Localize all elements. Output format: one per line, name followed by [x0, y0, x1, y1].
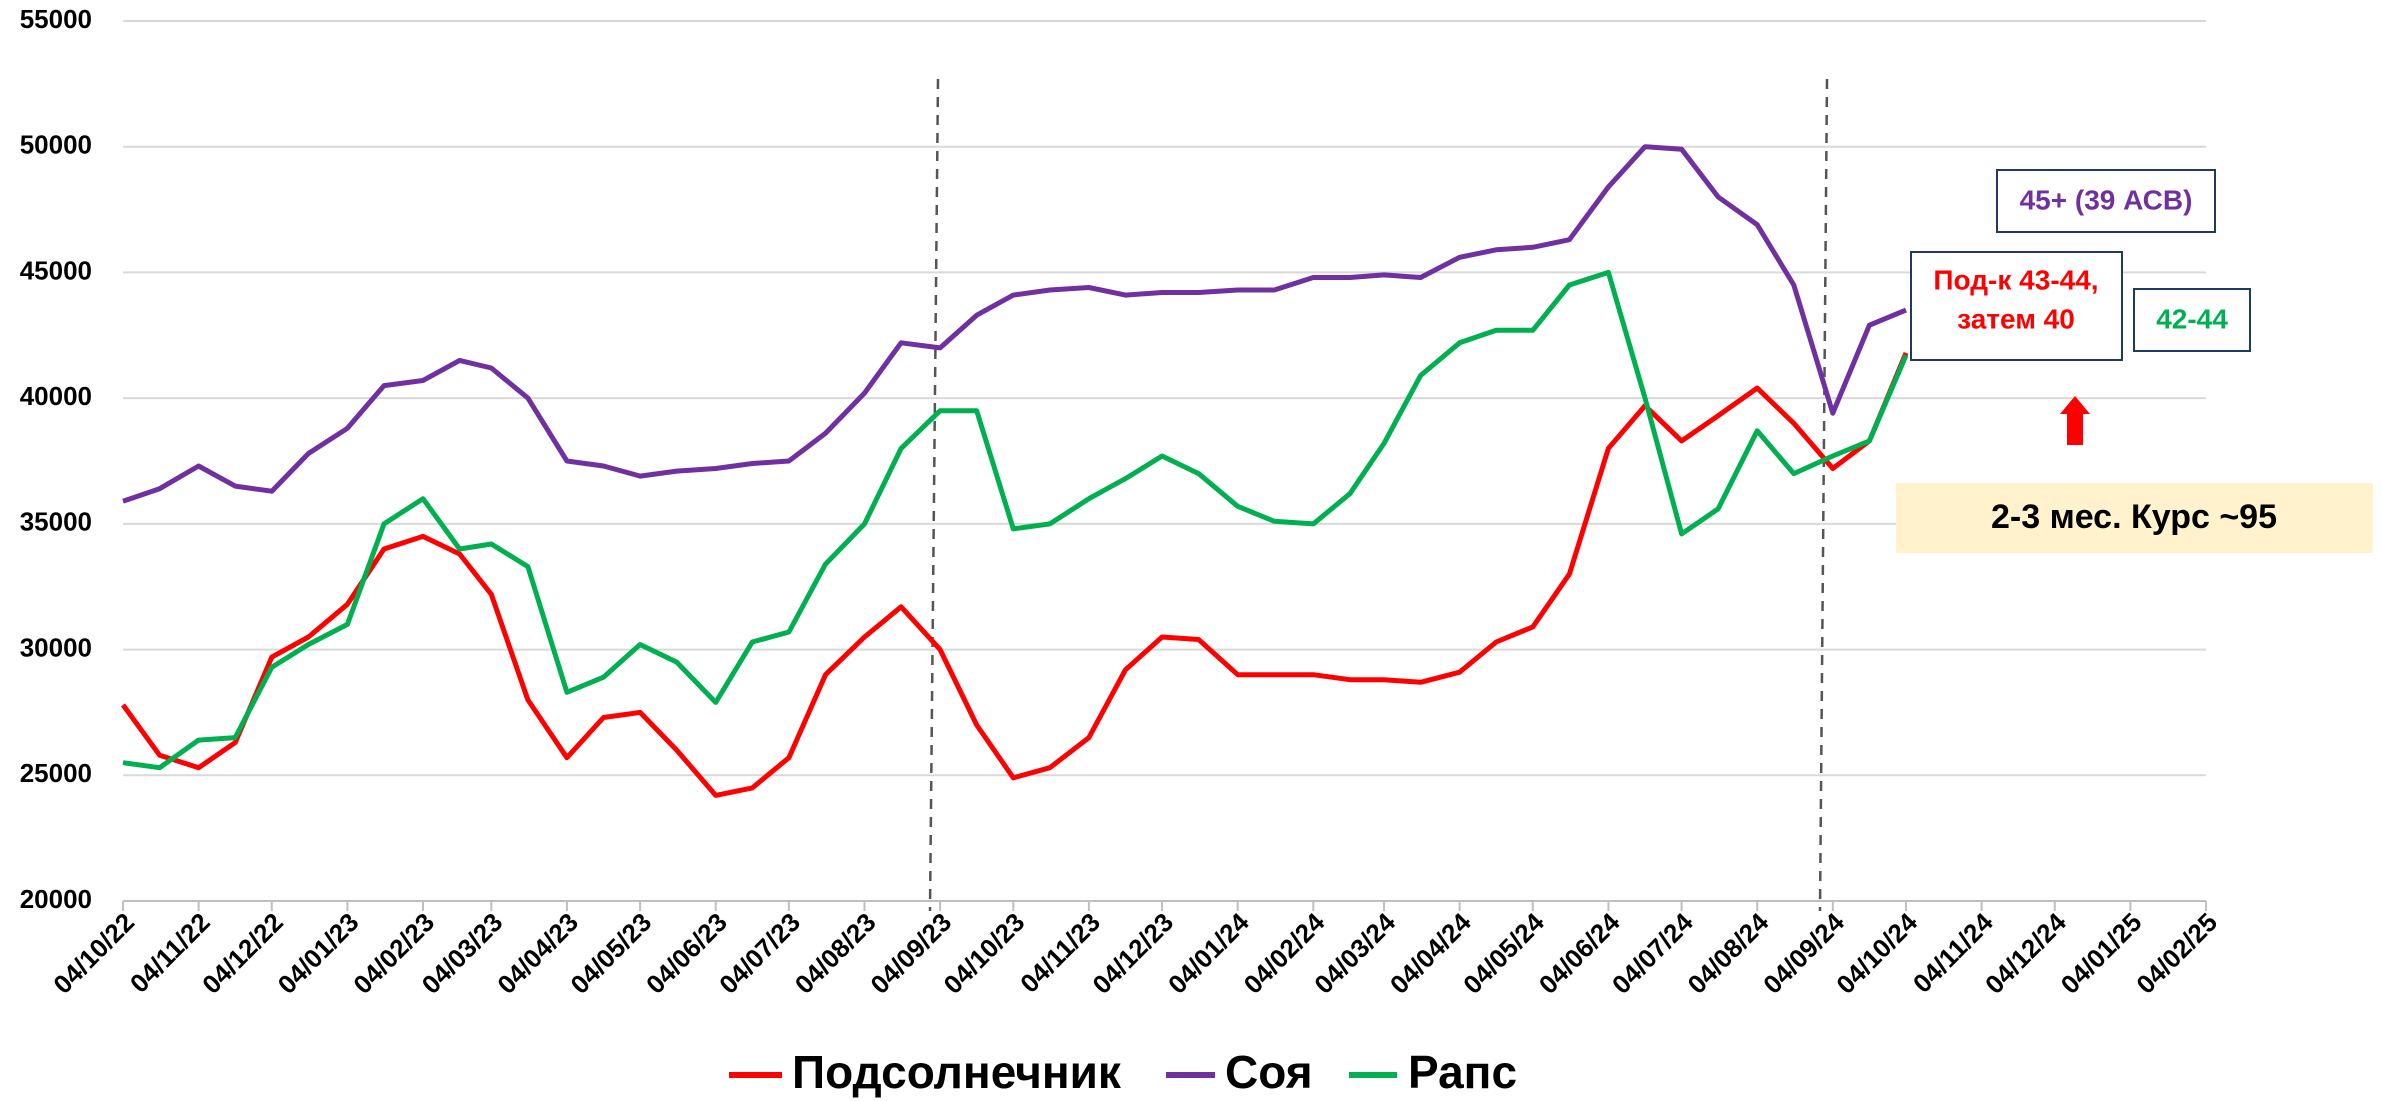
- y-tick-label: 50000: [20, 130, 92, 160]
- y-tick-label: 40000: [20, 381, 92, 411]
- annotation: 45+ (39 АСВ): [2020, 184, 2193, 215]
- legend-label: Соя: [1225, 1046, 1313, 1098]
- x-tick-label: 04/05/23: [564, 907, 657, 1000]
- x-tick-label: 04/02/25: [2130, 907, 2223, 1000]
- x-tick-label: 04/08/24: [1682, 907, 1775, 1000]
- x-tick-label: 04/10/23: [938, 907, 1031, 1000]
- x-tick-label: 04/12/23: [1086, 907, 1179, 1000]
- x-tick-label: 04/12/22: [196, 907, 289, 1000]
- y-tick-label: 25000: [20, 758, 92, 788]
- annotation-box: [1996, 169, 2216, 233]
- annotation: Под-к 43-44,: [1933, 264, 2098, 295]
- x-tick-label: 04/09/23: [864, 907, 957, 1000]
- x-tick-label: 04/12/24: [1979, 907, 2072, 1000]
- series-line: [122, 269, 1909, 771]
- y-tick-label: 30000: [20, 632, 92, 662]
- x-tick-label: 04/01/25: [2055, 907, 2148, 1000]
- annotation: 2-3 мес. Курс ~95: [1991, 498, 2277, 536]
- x-tick-label: 04/01/23: [272, 907, 365, 1000]
- x-tick-label: 04/10/24: [1830, 907, 1923, 1000]
- series-line: [120, 351, 1909, 798]
- y-tick-label: 20000: [20, 884, 92, 914]
- legend-label: Рапс: [1408, 1046, 1517, 1098]
- x-tick-label: 04/06/23: [640, 907, 733, 1000]
- annotation: затем 40: [1957, 303, 2075, 334]
- y-tick-label: 55000: [20, 4, 92, 34]
- legend-label: Подсолнечник: [792, 1046, 1122, 1098]
- marker-line: [928, 78, 940, 912]
- x-tick-label: 04/01/24: [1162, 907, 1255, 1000]
- y-tick-label: 45000: [20, 255, 92, 285]
- x-tick-label: 04/04/23: [491, 907, 584, 1000]
- x-tick-label: 04/05/24: [1457, 907, 1550, 1000]
- arrow: [2060, 396, 2090, 445]
- x-tick-label: 04/07/23: [713, 907, 806, 1000]
- x-tick-label: 04/08/23: [789, 907, 882, 1000]
- x-tick-label: 04/07/24: [1606, 907, 1699, 1000]
- y-tick-label: 35000: [20, 507, 92, 537]
- annotation-box: [1896, 483, 2373, 553]
- annotation: 42-44: [2156, 303, 2228, 334]
- marker-line: [1818, 78, 1829, 912]
- series-line: [122, 144, 1907, 504]
- annotation-box: [1910, 251, 2123, 361]
- annotation-box: [2133, 288, 2251, 352]
- x-tick-label: 04/10/22: [47, 907, 140, 1000]
